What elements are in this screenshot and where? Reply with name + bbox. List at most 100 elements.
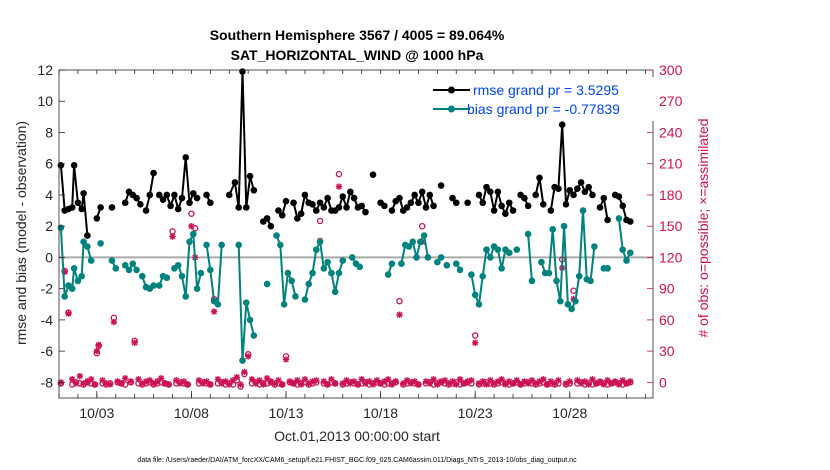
obs-possible-marker [396,297,403,305]
bias-point [417,238,424,246]
rmse-point [369,171,377,178]
rmse-point [203,191,210,199]
obs-assimilated-stroke [313,377,320,384]
obs-assimilated-marker [335,183,343,190]
rmse-point [250,186,258,194]
rmse-point [159,196,167,203]
bias-point [538,258,545,266]
rmse-point [137,201,144,208]
x-tick-label: 10/08 [174,405,209,421]
rmse-point [167,202,174,210]
y-right-tick-label: 90 [659,281,675,297]
rmse-point [324,194,331,202]
bias-point [560,222,568,230]
rmse-point [335,204,343,211]
bias-point [288,277,295,285]
bias-point [203,241,210,249]
bias-point [129,260,137,267]
obs-assimilated-stroke [566,378,573,385]
rmse-point [600,194,608,202]
bias-point [479,272,487,280]
obs-assimilated-marker [324,381,331,388]
obs-assimilated-marker [396,311,403,318]
rmse-point [505,199,513,207]
rmse-point [521,194,528,202]
y-right-tick-label: 30 [659,343,675,359]
rmse-point [589,191,596,199]
bias-point [301,296,309,303]
legend-rmse-marker [448,86,455,94]
obs-assimilated-stroke [415,381,422,388]
obs-assimilated-stroke [366,378,373,385]
obs-assimilated-stroke [127,378,134,385]
legend-bias-marker [448,105,455,113]
obs-assimilated-marker [169,233,176,240]
obs-assimilated-stroke [479,378,486,385]
rmse-point [596,204,604,211]
rmse-point [193,194,201,202]
obs-assimilated-stroke [604,377,611,384]
obs-assimilated-stroke [589,376,596,383]
obs-assimilated-stroke [498,376,505,383]
rmse-point [604,216,611,224]
rmse-point [490,207,498,214]
obs-assimilated-marker [131,339,138,347]
obs-assimilated-stroke [245,353,252,360]
obs-assimilated-stroke [286,378,293,385]
bias-point [434,258,441,266]
obs-assimilated-stroke [237,381,244,388]
obs-assimilated-stroke [65,310,72,317]
obs-assimilated-stroke [283,356,289,363]
rmse-point [174,205,182,213]
bias-point [305,280,313,288]
y-left-tick-label: -8 [41,374,54,390]
obs-assimilated-stroke [453,381,460,388]
obs-assimilated-stroke [180,378,187,385]
rmse-point [502,210,509,217]
obs-assimilated-stroke [324,381,331,388]
rmse-point [70,161,78,169]
rmse-point [121,199,129,207]
x-tick-label: 10/18 [363,405,398,421]
bias-point [284,269,292,277]
obs-assimilated-stroke [92,381,98,388]
obs-possible-marker [335,170,343,178]
rmse-point [263,215,271,222]
bias-point [163,274,171,282]
bias-point [312,246,320,253]
y-left-tick-label: 0 [45,249,53,265]
bias-point [409,238,417,246]
y-right-tick-label: 180 [659,187,683,203]
bias-point [87,257,95,264]
rmse-point [524,202,532,210]
obs-assimilated-stroke [513,377,520,384]
obs-assimilated-stroke [294,377,301,384]
obs-assimilated-stroke [162,380,168,387]
rmse-point [171,191,178,199]
rmse-point [570,191,577,199]
rmse-point [362,208,369,216]
y-left-tick-label: 4 [45,187,53,203]
y-left-tick-label: -4 [41,312,54,328]
rmse-point [396,194,403,202]
bias-point [498,265,505,272]
rmse-point [358,202,365,210]
bias-point [277,241,284,249]
bias-point [57,224,65,232]
bias-point [388,260,396,267]
rmse-point [142,207,150,214]
bias-point [331,288,339,296]
rmse-point [275,207,282,214]
obs-assimilated-marker [543,381,551,388]
rmse-point [430,202,437,210]
bias-point [150,282,157,289]
rmse-point [562,201,570,208]
bias-point [239,357,246,364]
obs-assimilated-marker [282,356,290,363]
chart-title-line1: Southern Hemisphere 3567 / 4005 = 89.064… [210,27,505,43]
obs-assimilated-marker [256,377,263,384]
rmse-point [626,218,634,225]
obs-assimilated-marker [320,378,328,385]
obs-assimilated-marker [471,339,479,347]
bias-point [591,243,598,250]
